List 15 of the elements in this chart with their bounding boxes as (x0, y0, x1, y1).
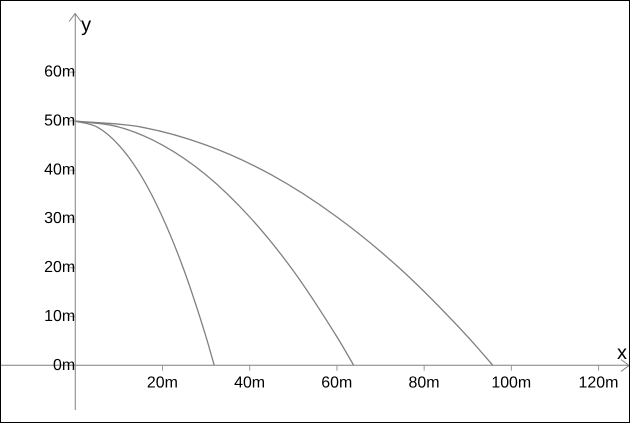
y-tick-label: 20m (44, 259, 76, 276)
y-tick-label: 40m (44, 161, 76, 178)
x-tick-label: 100m (491, 374, 532, 392)
y-tick-label: 60m (44, 64, 76, 81)
x-tick-label: 120m (578, 374, 618, 392)
y-tick-label: 50m (44, 112, 76, 130)
x-tick-label: 20m (146, 374, 178, 392)
y-axis-title: y (81, 14, 92, 36)
y-tick-label: 10m (44, 308, 76, 325)
x-axis-title: x (617, 342, 628, 364)
y-tick-label: 0m (52, 356, 76, 374)
y-tick-label: 30m (44, 210, 76, 228)
x-tick-label: 60m (321, 374, 352, 392)
x-tick-label: 80m (408, 374, 440, 392)
x-tick-label: 40m (234, 374, 266, 392)
